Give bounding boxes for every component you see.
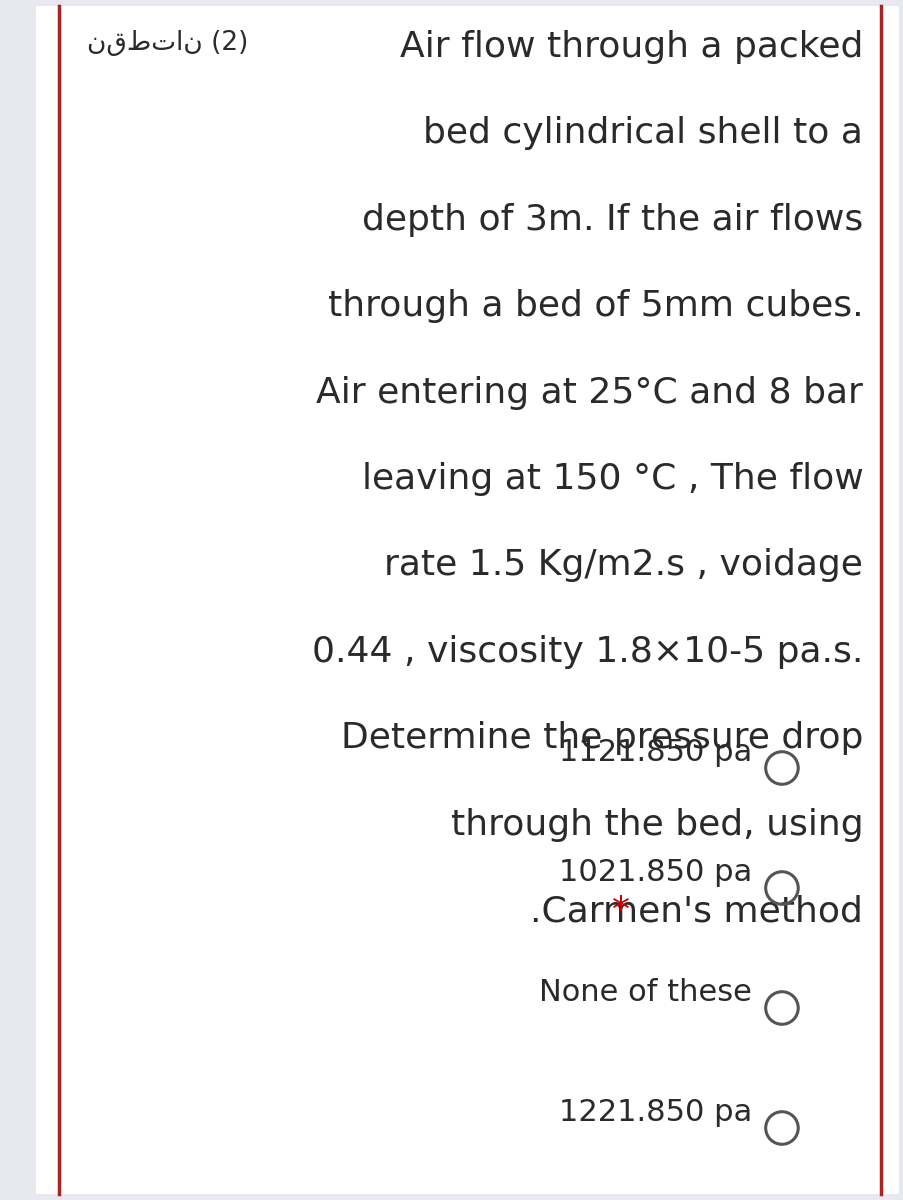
Text: Air flow through a packed: Air flow through a packed bbox=[399, 30, 862, 64]
Text: 1021.850 pa: 1021.850 pa bbox=[558, 858, 751, 887]
Text: 0.44 , viscosity 1.8×10-5 pa.s.: 0.44 , viscosity 1.8×10-5 pa.s. bbox=[312, 635, 862, 668]
Text: rate 1.5 Kg/m2.s , voidage: rate 1.5 Kg/m2.s , voidage bbox=[384, 548, 862, 582]
Text: نقطتان (2): نقطتان (2) bbox=[87, 30, 247, 56]
Text: *: * bbox=[611, 894, 641, 928]
Text: None of these: None of these bbox=[539, 978, 751, 1007]
FancyBboxPatch shape bbox=[36, 6, 898, 1194]
Text: .Carmen's method: .Carmen's method bbox=[530, 894, 862, 928]
Text: 1121.850 pa: 1121.850 pa bbox=[558, 738, 751, 767]
Text: through the bed, using: through the bed, using bbox=[451, 808, 862, 841]
Text: Determine the pressure drop: Determine the pressure drop bbox=[340, 721, 862, 755]
Text: bed cylindrical shell to a: bed cylindrical shell to a bbox=[423, 116, 862, 150]
Text: depth of 3m. If the air flows: depth of 3m. If the air flows bbox=[362, 203, 862, 236]
Text: leaving at 150 °C , The flow: leaving at 150 °C , The flow bbox=[361, 462, 862, 496]
Text: through a bed of 5mm cubes.: through a bed of 5mm cubes. bbox=[327, 289, 862, 323]
Text: 1221.850 pa: 1221.850 pa bbox=[558, 1098, 751, 1127]
Text: * .Carmen's method: * .Carmen's method bbox=[478, 894, 862, 928]
Text: Air entering at 25°C and 8 bar: Air entering at 25°C and 8 bar bbox=[316, 376, 862, 409]
